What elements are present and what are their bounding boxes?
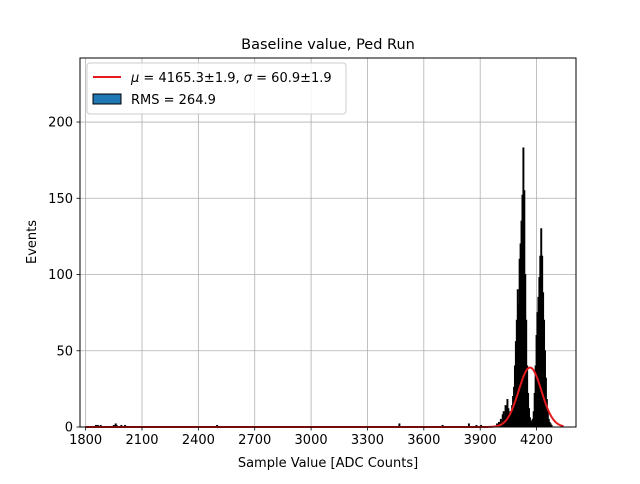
x-tick-label: 1800 <box>69 433 102 448</box>
x-tick-label: 3900 <box>464 433 497 448</box>
legend-rms-label: RMS = 264.9 <box>131 93 216 108</box>
legend-sigma-value: = 60.9±1.9 <box>252 71 332 86</box>
legend-box <box>86 62 347 115</box>
legend-hist-swatch <box>92 93 122 105</box>
x-tick-label: 2400 <box>182 433 215 448</box>
x-tick-label: 3300 <box>351 433 384 448</box>
y-tick-label: 150 <box>48 192 73 207</box>
x-axis-ticks: 1800 2100 2400 2700 3000 3300 3600 3900 4200 <box>69 427 553 448</box>
legend-fit-label: μ = 4165.3±1.9, σ = 60.9±1.9 <box>130 71 332 86</box>
x-axis-label: Sample Value [ADC Counts] <box>238 456 418 471</box>
chart-title: Baseline value, Ped Run <box>241 37 415 53</box>
y-tick-label: 50 <box>56 344 73 359</box>
legend-mu-symbol: μ <box>130 71 139 86</box>
x-tick-label: 3600 <box>407 433 440 448</box>
x-tick-label: 3000 <box>295 433 328 448</box>
y-tick-label: 200 <box>48 116 73 131</box>
legend: μ = 4165.3±1.9, σ = 60.9±1.9 RMS = 264.9 <box>86 62 347 115</box>
legend-sigma-symbol: σ <box>244 71 253 86</box>
plot-frame <box>79 57 577 428</box>
x-tick-label: 2100 <box>125 433 158 448</box>
legend-mu-value: = 4165.3±1.9, <box>139 71 243 86</box>
y-tick-label: 0 <box>65 421 73 436</box>
y-axis-ticks: 0 50 100 150 200 <box>48 116 80 436</box>
y-tick-label: 100 <box>48 268 73 283</box>
x-tick-label: 4200 <box>520 433 553 448</box>
x-tick-label: 2700 <box>238 433 271 448</box>
y-axis-label: Events <box>25 220 40 264</box>
